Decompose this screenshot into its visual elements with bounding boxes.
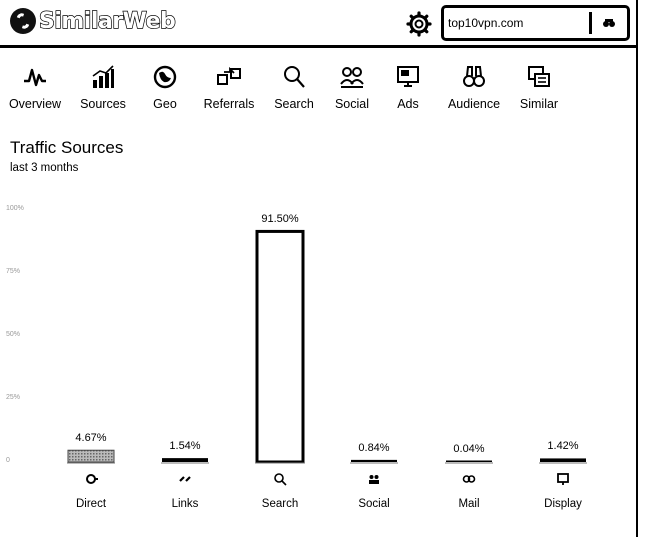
binoculars-icon: [463, 66, 485, 87]
y-tick-label: 75%: [6, 268, 21, 275]
binoculars-icon: [603, 19, 615, 27]
nav-audience[interactable]: Audience: [444, 64, 504, 114]
bar-value-label: 0.04%: [453, 442, 485, 455]
header: SimilarWeb: [0, 0, 656, 48]
bar-social[interactable]: [351, 459, 397, 462]
y-tick-label: 0: [6, 457, 10, 464]
bar-links[interactable]: [162, 458, 208, 462]
nav-social[interactable]: Social: [330, 64, 374, 114]
bar-direct[interactable]: [67, 449, 115, 463]
nav-label: Sources: [80, 97, 126, 111]
search-input[interactable]: [448, 12, 588, 34]
bar-mail[interactable]: [446, 460, 492, 463]
search-box: [441, 5, 630, 41]
bar-search[interactable]: [255, 229, 305, 464]
globe-icon: [153, 65, 177, 89]
people-icon: [340, 67, 364, 88]
main-nav: Overview Sources Geo Referrals Search: [0, 64, 636, 114]
x-category-label: Social: [358, 498, 390, 510]
bar-value-label: 4.67%: [75, 432, 107, 445]
nav-geo[interactable]: Geo: [143, 64, 187, 114]
similarweb-logo-icon: [10, 8, 36, 34]
bars-svg: [67, 229, 587, 464]
x-category-label: Search: [261, 498, 299, 510]
links-icon: [179, 476, 191, 482]
nav-label: Geo: [153, 97, 177, 111]
nav-label: Search: [274, 97, 314, 111]
nav-label: Ads: [397, 97, 419, 111]
mail-icon: [462, 475, 476, 483]
traffic-sources-chart: 100% 75% 50% 25% 0 4.67% Direct 1.54% Links 91.50…: [0, 195, 636, 525]
nav-referrals[interactable]: Referrals: [200, 64, 258, 114]
x-category-label: Display: [544, 498, 582, 510]
y-tick-label: 50%: [6, 331, 21, 338]
bar-value-label: 91.50%: [261, 213, 299, 226]
search-icon: [274, 473, 287, 486]
gear-icon[interactable]: [406, 11, 432, 37]
nav-ads[interactable]: Ads: [390, 64, 426, 114]
page-edge-divider: [636, 0, 638, 537]
pulse-icon: [24, 68, 46, 87]
bar-value-label: 1.42%: [547, 440, 579, 453]
nav-label: Similar: [519, 97, 559, 111]
section-subtitle: last 3 months: [10, 162, 79, 174]
search-icon: [284, 66, 305, 88]
nav-label: Audience: [447, 97, 501, 111]
x-category-label: Mail: [458, 498, 480, 510]
ads-icon: [397, 66, 419, 87]
nav-label: Overview: [8, 97, 62, 111]
display-icon: [557, 473, 569, 485]
logo-text: SimilarWeb: [38, 8, 176, 34]
bar-value-label: 1.54%: [169, 440, 201, 453]
bar-value-label: 0.84%: [358, 441, 390, 454]
nav-label: Social: [334, 97, 370, 111]
search-go-button[interactable]: [596, 12, 622, 34]
section-title: Traffic Sources: [10, 138, 124, 157]
y-tick-label: 100%: [6, 205, 24, 212]
nav-overview[interactable]: Overview: [5, 64, 65, 114]
similar-icon: [528, 66, 550, 87]
referrals-icon: [217, 66, 241, 85]
y-tick-label: 25%: [6, 394, 21, 401]
bar-chart-icon: [92, 65, 114, 88]
x-category-label: Direct: [75, 498, 107, 510]
nav-sources[interactable]: Sources: [75, 64, 131, 114]
nav-similar[interactable]: Similar: [515, 64, 563, 114]
x-category-label: Links: [171, 498, 199, 510]
bar-display[interactable]: [540, 458, 586, 462]
social-icon: [369, 475, 379, 484]
logo[interactable]: SimilarWeb: [10, 8, 176, 34]
header-divider: [0, 45, 636, 48]
nav-label: Referrals: [203, 97, 255, 111]
nav-search[interactable]: Search: [270, 64, 318, 114]
search-divider: [589, 12, 592, 34]
direct-icon: [86, 474, 98, 484]
